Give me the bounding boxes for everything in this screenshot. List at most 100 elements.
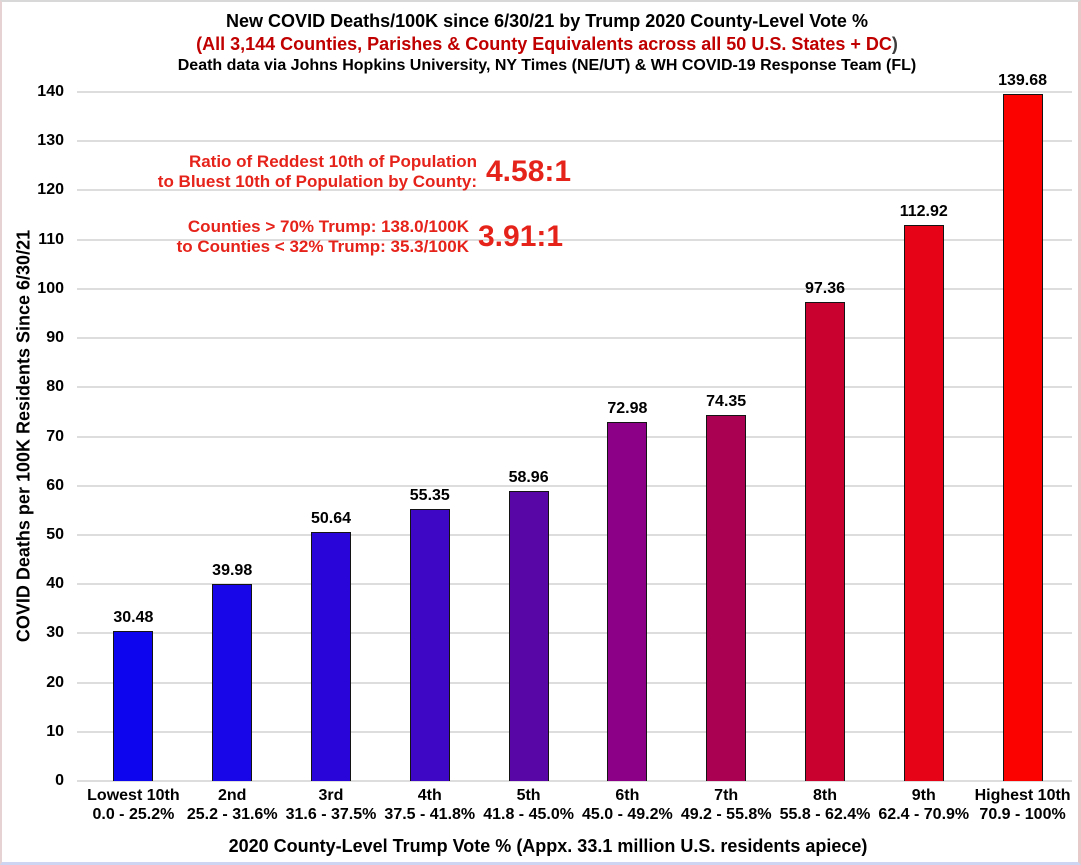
bar <box>409 508 450 781</box>
chart-titles: New COVID Deaths/100K since 6/30/21 by T… <box>2 10 1078 75</box>
bar-column: 50.64 <box>282 92 381 781</box>
category-name: 4th <box>417 787 442 804</box>
ratio-annotation-line1: Counties > 70% Trump: 138.0/100K <box>187 217 469 236</box>
category-name: 5th <box>516 787 541 804</box>
bar <box>310 531 351 781</box>
category-name: 6th <box>615 787 640 804</box>
ratio-annotation-value: 3.91:1 <box>478 220 564 253</box>
grid-line <box>77 238 1072 241</box>
ratio-annotation-line2: to Counties < 32% Trump: 35.3/100K <box>176 237 469 256</box>
category-name: 2nd <box>217 787 247 804</box>
ratio-annotation-line2: to Bluest 10th of Population by County: <box>157 172 477 191</box>
grid-line <box>77 780 1072 782</box>
category-vote-range: 37.5 - 41.8% <box>384 806 476 823</box>
y-axis-tick-label: 50 <box>46 525 64 543</box>
y-axis-tick-label: 70 <box>46 427 64 445</box>
y-axis-tick-label: 60 <box>46 476 64 494</box>
bar <box>804 301 845 781</box>
grid-line <box>77 189 1072 192</box>
bar-column: 139.68 <box>973 72 1072 781</box>
bar-column: 30.48 <box>84 92 183 781</box>
y-axis-tick-label: 90 <box>46 329 64 347</box>
y-axis-tick-label: 20 <box>46 673 64 691</box>
category-column: 4th 37.5 - 41.8% <box>380 786 479 824</box>
category-name: 8th <box>812 787 837 804</box>
y-axis-tick-label: 40 <box>46 575 64 593</box>
chart-subtitle: (All 3,144 Counties, Parishes & County E… <box>16 33 1078 56</box>
bar <box>706 415 747 781</box>
bar-column: 97.36 <box>776 92 875 781</box>
y-axis-tick-label: 120 <box>37 181 64 199</box>
category-column: 9th 62.4 - 70.9% <box>874 786 973 824</box>
grid-line <box>77 386 1072 389</box>
ratio-annotation-70pct-vs-32pct: Counties > 70% Trump: 138.0/100K to Coun… <box>130 217 563 257</box>
bars-row: 30.48 39.98 50.64 55.35 58.96 72.98 74.35 97.36… <box>77 72 1072 781</box>
ratio-annotation-reddest-vs-bluest: Ratio of Reddest 10th of Population to B… <box>131 152 571 192</box>
chart-title: New COVID Deaths/100K since 6/30/21 by T… <box>226 11 868 31</box>
bar-value-label: 58.96 <box>508 468 549 486</box>
bar-value-label: 30.48 <box>113 609 154 626</box>
category-vote-range: 62.4 - 70.9% <box>878 806 970 823</box>
chart-subtitle-red: (All 3,144 Counties, Parishes & County E… <box>196 34 892 54</box>
bar-column: 55.35 <box>380 92 479 781</box>
bar-column: 58.96 <box>479 92 578 781</box>
bar-column: 72.98 <box>578 92 677 781</box>
y-axis-tick-label: 100 <box>37 279 64 297</box>
x-axis-title: 2020 County-Level Trump Vote % (Appx. 33… <box>228 836 868 856</box>
bar-value-label: 112.92 <box>899 203 948 221</box>
category-column: 5th 41.8 - 45.0% <box>479 786 578 824</box>
category-vote-range: 49.2 - 55.8% <box>680 806 772 823</box>
grid-line <box>77 730 1072 733</box>
grid-line <box>77 484 1072 487</box>
bar-column: 112.92 <box>874 92 973 781</box>
plot-area: 30.48 39.98 50.64 55.35 58.96 72.98 74.35 97.36… <box>77 72 1072 782</box>
bar-column: 39.98 <box>183 92 282 781</box>
category-vote-range: 31.6 - 37.5% <box>285 806 377 823</box>
grid-line <box>77 435 1072 438</box>
category-vote-range: 0.0 - 25.2% <box>92 806 175 823</box>
grid-line <box>77 681 1072 684</box>
category-column: Highest 10th 70.9 - 100% <box>973 786 1072 824</box>
grid-line <box>77 91 1072 93</box>
category-name: 9th <box>911 787 936 804</box>
category-vote-range: 70.9 - 100% <box>979 806 1066 823</box>
bar-column: 74.35 <box>677 92 776 781</box>
x-axis-category-labels: Lowest 10th 0.0 - 25.2% 2nd 25.2 - 31.6% 3rd… <box>77 786 1072 824</box>
bar <box>903 225 944 781</box>
y-axis-tick-label: 10 <box>46 722 64 740</box>
category-vote-range: 45.0 - 49.2% <box>582 806 673 823</box>
y-axis-tick-label: 140 <box>37 83 64 100</box>
grid-line <box>77 632 1072 635</box>
bar <box>212 584 253 781</box>
grid-line <box>77 583 1072 586</box>
category-name: Highest 10th <box>974 787 1071 804</box>
category-column: 8th 55.8 - 62.4% <box>776 786 875 824</box>
category-vote-range: 55.8 - 62.4% <box>779 806 871 823</box>
category-column: Lowest 10th 0.0 - 25.2% <box>84 786 183 824</box>
category-name: Lowest 10th <box>87 787 180 804</box>
bar-value-label: 55.35 <box>409 486 450 504</box>
y-axis-tick-label: 0 <box>55 772 64 789</box>
y-axis-tick-label: 80 <box>46 378 64 396</box>
bar-value-label: 72.98 <box>607 399 648 417</box>
grid-line <box>77 140 1072 143</box>
grid-line <box>77 287 1072 290</box>
chart-subtitle-paren: ) <box>891 34 898 54</box>
category-name: 3rd <box>318 787 344 804</box>
bar-value-label: 50.64 <box>310 509 352 527</box>
ratio-annotation-line1: Ratio of Reddest 10th of Population <box>188 152 477 171</box>
bar <box>607 421 648 781</box>
category-column: 2nd 25.2 - 31.6% <box>183 786 282 824</box>
bar-value-label: 97.36 <box>804 279 845 297</box>
bar-value-label: 74.35 <box>706 393 747 411</box>
ratio-annotation-text: Ratio of Reddest 10th of Population to B… <box>131 152 477 192</box>
y-axis-tick-label: 110 <box>38 230 64 248</box>
y-axis-tick-label: 30 <box>46 624 64 642</box>
bar <box>1002 93 1043 781</box>
category-name: 7th <box>714 787 739 804</box>
category-vote-range: 25.2 - 31.6% <box>186 806 278 823</box>
category-column: 6th 45.0 - 49.2% <box>578 786 677 824</box>
bar-value-label: 39.98 <box>212 562 253 580</box>
bar <box>113 631 154 781</box>
y-axis-tick-label: 130 <box>37 132 64 150</box>
